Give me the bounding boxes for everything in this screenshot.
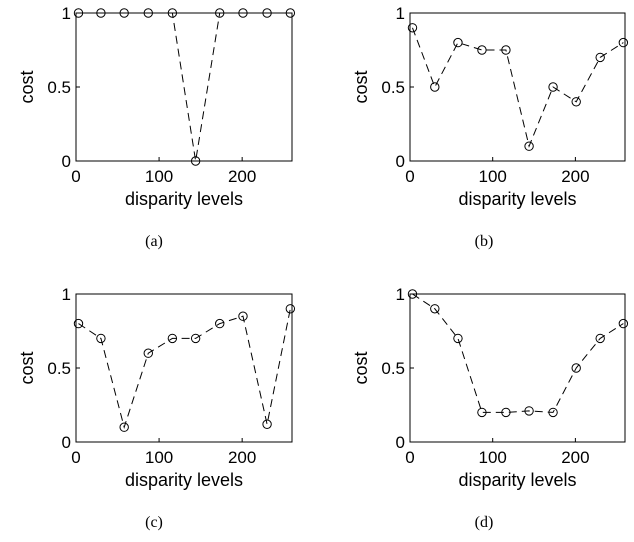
data-point-marker — [190, 156, 201, 166]
data-point-marker — [285, 8, 296, 18]
data-point-marker — [215, 8, 225, 18]
axes-frame — [409, 293, 626, 443]
data-point-marker — [167, 333, 178, 344]
chart-panel-b: 0 100 200 0 0.5 1 disparity levels cost (b) — [351, 4, 629, 250]
series-line — [78, 12, 291, 162]
x-tick-label: 100 — [145, 167, 173, 186]
data-point-marker — [524, 406, 534, 416]
data-point-marker — [477, 45, 487, 55]
data-point-marker — [595, 52, 605, 63]
x-tick-label: 100 — [145, 448, 173, 467]
series-line — [78, 308, 291, 429]
data-point-marker — [595, 333, 605, 344]
data-point-marker — [143, 348, 153, 358]
y-tick-label: 0 — [396, 152, 405, 171]
y-axis-label: cost — [351, 351, 371, 384]
panel-caption: (c) — [145, 514, 163, 531]
y-tick-label: 0.5 — [381, 78, 405, 97]
data-point-marker — [618, 37, 629, 48]
x-tick-label: 100 — [479, 167, 507, 186]
axes-frame — [409, 12, 626, 162]
data-point-marker — [262, 8, 272, 18]
panel-caption: (d) — [475, 514, 494, 531]
data-point-marker — [524, 141, 534, 151]
y-tick-label: 0 — [396, 433, 405, 452]
y-tick-label: 1 — [62, 4, 71, 23]
chart-panel-a: 0 100 200 0 0.5 1 disparity levels cost (a) — [17, 4, 296, 250]
data-point-marker — [453, 37, 463, 48]
y-axis-label: cost — [351, 70, 371, 103]
y-axis-label: cost — [17, 351, 37, 384]
data-point-marker — [477, 407, 487, 418]
data-point-marker — [407, 289, 418, 299]
y-tick-label: 0.5 — [47, 359, 71, 378]
data-point-marker — [119, 8, 129, 18]
data-point-marker — [73, 318, 84, 329]
x-axis-label: disparity levels — [458, 470, 576, 490]
data-point-marker — [262, 419, 272, 429]
data-point-marker — [453, 333, 463, 344]
data-point-marker — [167, 8, 178, 18]
x-axis-label: disparity levels — [125, 470, 243, 490]
panel-caption: (a) — [145, 233, 163, 250]
chart-panel-c: 0 100 200 0 0.5 1 disparity levels cost (c) — [17, 285, 296, 531]
y-tick-label: 0 — [62, 433, 71, 452]
y-tick-label: 0 — [62, 152, 71, 171]
data-point-marker — [215, 318, 225, 329]
x-axis-label: disparity levels — [125, 189, 243, 209]
x-tick-label: 100 — [479, 448, 507, 467]
data-point-marker — [190, 333, 201, 344]
data-point-marker — [430, 304, 440, 314]
data-point-marker — [96, 8, 106, 18]
data-point-marker — [548, 407, 558, 418]
x-axis-label: disparity levels — [458, 189, 576, 209]
x-tick-label: 0 — [405, 448, 414, 467]
data-point-marker — [285, 304, 296, 314]
data-point-marker — [618, 318, 629, 329]
data-point-marker — [548, 82, 558, 92]
data-point-marker — [501, 407, 511, 418]
series-line — [412, 293, 624, 413]
data-point-marker — [143, 8, 153, 18]
panel-caption: (b) — [475, 233, 494, 250]
data-point-marker — [238, 8, 248, 18]
data-point-marker — [407, 23, 418, 33]
data-point-marker — [73, 8, 84, 18]
data-point-marker — [96, 333, 106, 344]
x-tick-label: 200 — [561, 448, 589, 467]
series-line — [412, 27, 624, 148]
x-tick-label: 0 — [71, 448, 80, 467]
y-tick-label: 1 — [62, 285, 71, 304]
chart-panel-d: 0 100 200 0 0.5 1 disparity levels cost (d) — [351, 285, 629, 531]
data-point-marker — [501, 45, 511, 55]
y-tick-label: 0.5 — [47, 78, 71, 97]
y-tick-label: 0.5 — [381, 359, 405, 378]
data-point-marker — [119, 422, 129, 432]
y-tick-label: 1 — [396, 4, 405, 23]
data-point-marker — [238, 311, 248, 321]
data-point-marker — [571, 363, 581, 373]
data-point-marker — [571, 97, 581, 107]
axes-frame — [75, 12, 293, 162]
x-tick-label: 200 — [228, 167, 256, 186]
y-axis-label: cost — [17, 70, 37, 103]
x-tick-label: 200 — [228, 448, 256, 467]
y-tick-label: 1 — [396, 285, 405, 304]
x-tick-label: 0 — [71, 167, 80, 186]
data-point-marker — [430, 82, 440, 92]
x-tick-label: 200 — [561, 167, 589, 186]
x-tick-label: 0 — [405, 167, 414, 186]
